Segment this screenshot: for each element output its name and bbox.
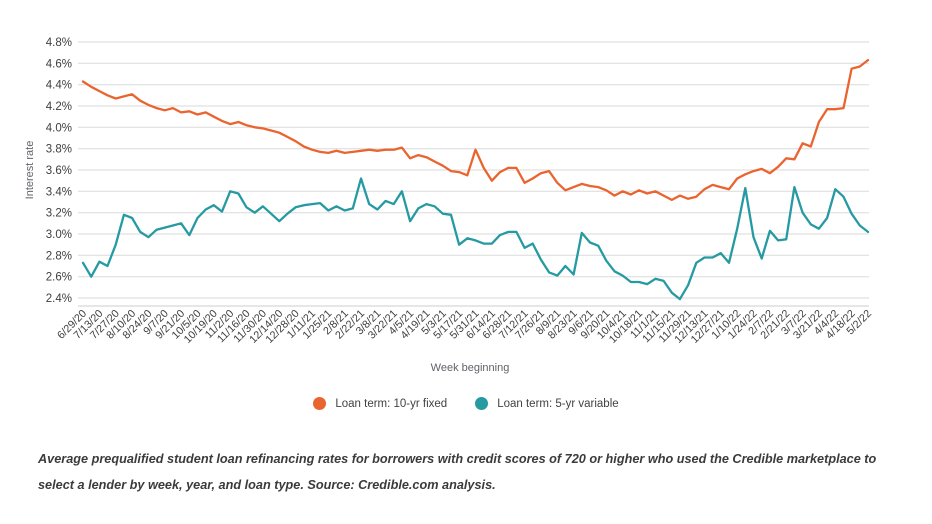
- svg-text:4.6%: 4.6%: [46, 58, 72, 70]
- chart-series-lines: [81, 58, 870, 301]
- svg-text:4.4%: 4.4%: [46, 80, 72, 92]
- legend-item-10yr-fixed: Loan term: 10-yr fixed: [313, 397, 447, 410]
- legend-dot-teal-icon: [475, 397, 489, 410]
- svg-text:3.8%: 3.8%: [46, 144, 72, 156]
- line-chart-plot: 4.8% 4.6% 4.4% 4.2% 4.0% 3.8% 3.6% 3.4% 3.2% 3.0%…: [24, 37, 874, 374]
- svg-text:3.4%: 3.4%: [46, 186, 72, 198]
- legend-label-10yr-fixed: Loan term: 10-yr fixed: [335, 397, 448, 410]
- chart-legend: Loan term: 10-yr fixed Loan term: 5-yr v…: [0, 397, 932, 410]
- svg-text:3.2%: 3.2%: [46, 208, 72, 220]
- svg-text:3.0%: 3.0%: [46, 229, 72, 241]
- legend-label-5yr-variable: Loan term: 5-yr variable: [497, 397, 619, 410]
- svg-text:4.2%: 4.2%: [46, 101, 72, 113]
- legend-item-5yr-variable: Loan term: 5-yr variable: [475, 397, 619, 410]
- svg-text:4.8%: 4.8%: [46, 37, 72, 49]
- gridlines: [78, 41, 869, 307]
- svg-text:2.6%: 2.6%: [46, 272, 72, 284]
- legend-dot-orange-icon: [313, 397, 327, 410]
- chart-caption: Average prequalified student loan refina…: [38, 452, 877, 493]
- svg-text:3.6%: 3.6%: [46, 165, 72, 177]
- svg-text:2.8%: 2.8%: [46, 250, 72, 262]
- svg-text:2.4%: 2.4%: [46, 293, 72, 305]
- svg-text:4.0%: 4.0%: [46, 122, 72, 134]
- x-axis-title: Week beginning: [431, 362, 510, 374]
- y-axis-title: Interest rate: [24, 141, 36, 200]
- interest-rate-chart: 4.8% 4.6% 4.4% 4.2% 4.0% 3.8% 3.6% 3.4% 3.2% 3.0%…: [0, 37, 932, 493]
